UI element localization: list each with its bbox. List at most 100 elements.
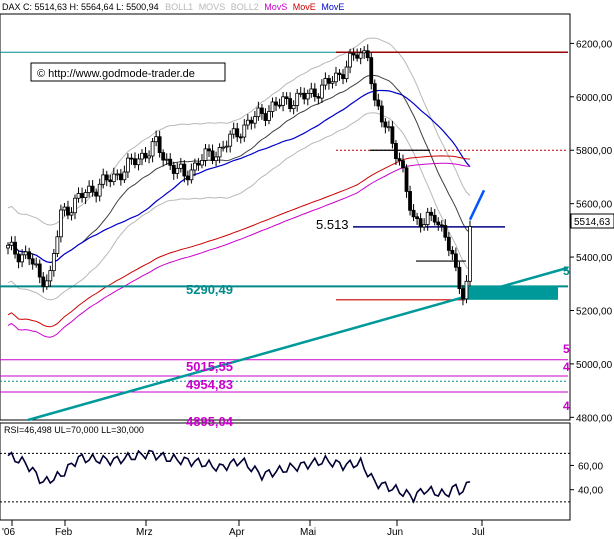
candle-body (48, 270, 53, 282)
candle-body (62, 206, 67, 211)
candle-body (164, 158, 169, 161)
rsi-line (7, 449, 471, 504)
move-blue-line (7, 89, 471, 264)
candle-body (221, 146, 226, 149)
x-tick-label: Mrz (136, 527, 153, 538)
candle-body (228, 133, 233, 147)
candle-body (41, 276, 46, 288)
candle-body (200, 160, 204, 166)
candle-body (224, 145, 229, 148)
movs-line (7, 75, 471, 264)
legend-movs: MOVS (199, 2, 226, 12)
candle-body (6, 244, 10, 249)
candle-body (351, 52, 356, 56)
candle-body (231, 128, 236, 135)
candle-body (69, 212, 74, 216)
candle-body (87, 185, 92, 193)
legend-move-red: MovE (293, 2, 316, 12)
rising-trendline (27, 266, 569, 422)
candle-body (415, 216, 419, 219)
candle-body (97, 183, 102, 197)
candle-body (443, 225, 448, 238)
right-label-4: 4 (563, 399, 570, 413)
candle-body (397, 158, 402, 162)
x-tick-label: Jun (387, 527, 403, 538)
candle-body (94, 191, 99, 197)
target-zone-box (462, 285, 558, 300)
y-tick-label: 5800,00 (576, 146, 613, 157)
candle-body (20, 254, 25, 263)
candle-body (80, 193, 84, 199)
candle-body (468, 226, 472, 282)
legend-boll1: BOLL1 (165, 2, 193, 12)
boll-upper-line (7, 37, 471, 226)
candle-body (312, 88, 317, 97)
candle-body (305, 93, 310, 100)
candle-body (390, 126, 395, 144)
rsi-tick-label: 40,00 (578, 486, 603, 497)
candle-body (129, 157, 134, 160)
candle-body (44, 280, 49, 288)
candle-body (284, 96, 289, 99)
candle-body (432, 214, 437, 223)
candle-body (394, 142, 398, 160)
candle-body (242, 124, 247, 138)
candle-body (34, 263, 39, 266)
candle-body (189, 169, 194, 181)
copyright-box (30, 62, 226, 82)
candle-body (386, 126, 391, 129)
main-panel-frame (0, 13, 571, 421)
candle-body (171, 164, 176, 174)
y-tick-label: 6000,00 (576, 93, 613, 104)
candle-body (140, 152, 144, 160)
x-tick-label: Apr (229, 527, 245, 538)
candle-body (161, 152, 166, 161)
candle-body (154, 136, 159, 143)
candle-body (348, 52, 352, 68)
candle-body (401, 160, 405, 169)
candle-body (136, 158, 141, 166)
candle-body (235, 128, 240, 138)
candle-body (372, 83, 377, 101)
candle-body (196, 162, 201, 166)
candle-body (16, 253, 21, 263)
candle-body (429, 211, 434, 216)
level-label-5513: 5.513 (316, 217, 349, 232)
candle-body (118, 173, 123, 181)
candle-body (323, 78, 328, 86)
candle-body (157, 136, 162, 153)
right-label-3: 4 (563, 360, 570, 374)
candle-body (369, 57, 374, 85)
candle-body (108, 179, 113, 183)
candle-body (168, 158, 173, 166)
candle-body (341, 74, 345, 80)
candle-body (27, 251, 32, 260)
candle-body (281, 96, 285, 106)
candle-body (210, 150, 215, 162)
copyright-text: © http://www.godmode-trader.de (37, 68, 195, 80)
y-tick-label: 6200,00 (576, 39, 613, 50)
candle-body (73, 197, 77, 214)
candle-body (436, 221, 441, 226)
candle-body (185, 175, 190, 181)
candle-body (101, 174, 106, 185)
candle-body (217, 147, 222, 158)
candle-body (83, 192, 88, 199)
candle-body (90, 185, 95, 193)
candle-body (245, 119, 250, 126)
candle-body (344, 66, 349, 80)
candle-body (411, 209, 416, 218)
right-label-1: 5 (563, 264, 570, 278)
right-label-2: 5 (563, 342, 570, 356)
level-label-5015: 5015,55 (186, 359, 233, 374)
candle-body (270, 101, 275, 112)
candle-body (383, 121, 388, 128)
candle-body (111, 173, 116, 183)
candle-body (193, 162, 197, 171)
candle-body (450, 249, 455, 255)
x-tick-label: '06 (2, 527, 15, 538)
candle-body (422, 224, 427, 228)
candle-body (457, 266, 462, 290)
candle-body (418, 218, 423, 228)
